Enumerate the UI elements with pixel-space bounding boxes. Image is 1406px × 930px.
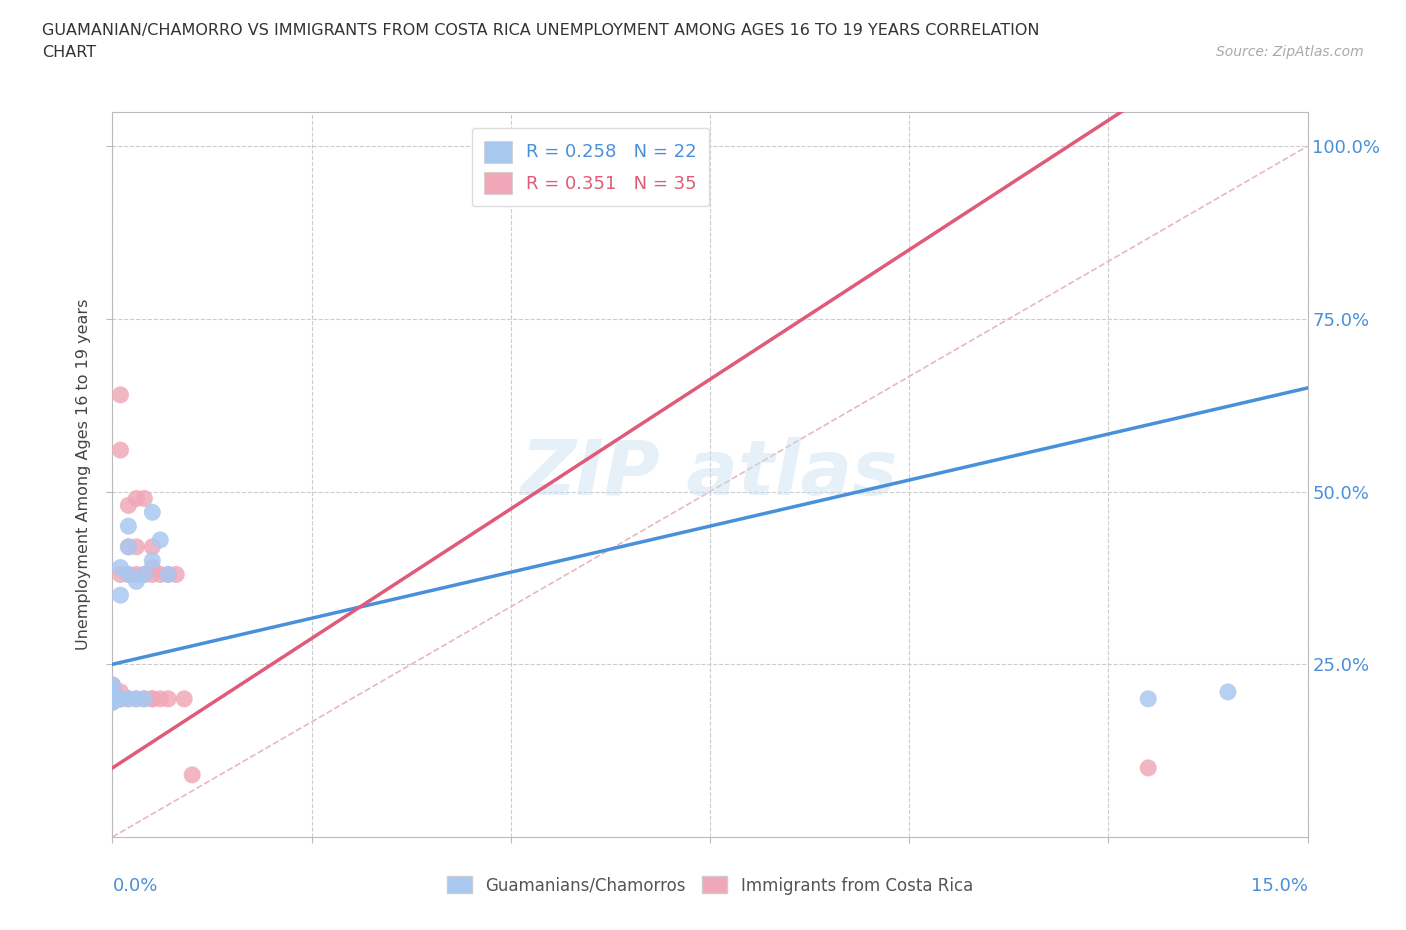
Point — [101, 695, 124, 710]
Point — [110, 443, 132, 458]
Point — [134, 491, 156, 506]
Point — [141, 691, 163, 706]
Text: ZIP atlas: ZIP atlas — [522, 437, 898, 512]
Point — [134, 691, 156, 706]
Point — [101, 681, 124, 696]
Text: GUAMANIAN/CHAMORRO VS IMMIGRANTS FROM COSTA RICA UNEMPLOYMENT AMONG AGES 16 TO 1: GUAMANIAN/CHAMORRO VS IMMIGRANTS FROM CO… — [42, 23, 1039, 38]
Point — [101, 678, 124, 693]
Point — [117, 519, 139, 534]
Point — [117, 567, 139, 582]
Point — [117, 567, 139, 582]
Point — [110, 691, 132, 706]
Point — [110, 684, 132, 699]
Point — [101, 691, 124, 706]
Point — [141, 567, 163, 582]
Point — [125, 691, 148, 706]
Point — [110, 560, 132, 575]
Text: Source: ZipAtlas.com: Source: ZipAtlas.com — [1216, 45, 1364, 59]
Point — [125, 539, 148, 554]
Point — [117, 539, 139, 554]
Point — [101, 691, 124, 706]
Point — [117, 691, 139, 706]
Point — [117, 498, 139, 512]
Point — [173, 691, 195, 706]
Legend: Guamanians/Chamorros, Immigrants from Costa Rica: Guamanians/Chamorros, Immigrants from Co… — [440, 870, 980, 901]
Point — [134, 567, 156, 582]
Point — [149, 533, 172, 548]
Point — [141, 691, 163, 706]
Point — [125, 691, 148, 706]
Text: 0.0%: 0.0% — [112, 877, 157, 895]
Point — [149, 567, 172, 582]
Point — [101, 688, 124, 703]
Point — [134, 567, 156, 582]
Point — [110, 691, 132, 706]
Text: CHART: CHART — [42, 45, 96, 60]
Point — [1216, 684, 1239, 699]
Text: 15.0%: 15.0% — [1250, 877, 1308, 895]
Point — [101, 688, 124, 703]
Point — [117, 539, 139, 554]
Point — [101, 678, 124, 693]
Point — [125, 491, 148, 506]
Point — [101, 695, 124, 710]
Point — [110, 388, 132, 403]
Point — [125, 574, 148, 589]
Point — [134, 691, 156, 706]
Point — [157, 567, 180, 582]
Point — [1137, 761, 1160, 776]
Point — [141, 539, 163, 554]
Point — [125, 567, 148, 582]
Point — [149, 691, 172, 706]
Point — [141, 560, 163, 575]
Point — [1137, 691, 1160, 706]
Y-axis label: Unemployment Among Ages 16 to 19 years: Unemployment Among Ages 16 to 19 years — [76, 299, 91, 650]
Point — [141, 553, 163, 568]
Point — [101, 684, 124, 699]
Point — [110, 691, 132, 706]
Point — [110, 567, 132, 582]
Point — [157, 567, 180, 582]
Point — [117, 691, 139, 706]
Point — [110, 588, 132, 603]
Point — [157, 691, 180, 706]
Point — [181, 767, 204, 782]
Point — [141, 505, 163, 520]
Point — [165, 567, 187, 582]
